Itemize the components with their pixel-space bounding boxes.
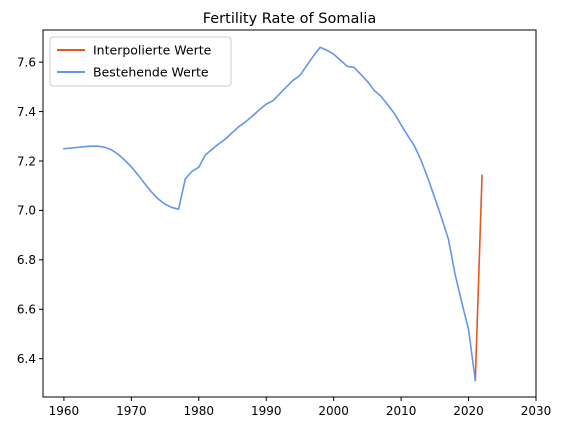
y-tick-label: 7.6	[17, 55, 36, 69]
y-tick-label: 7.4	[17, 105, 36, 119]
x-tick-label: 1960	[49, 404, 80, 418]
series-line-existing	[63, 46, 477, 382]
series-line-interpolated	[474, 174, 483, 382]
y-tick-label: 6.4	[17, 352, 36, 366]
x-tick-label: 2030	[521, 404, 552, 418]
legend-box	[49, 36, 232, 87]
y-tick-label: 6.8	[17, 253, 36, 267]
x-tick-label: 2000	[318, 404, 349, 418]
plot-frame	[42, 29, 537, 398]
legend-label-interpolated: Interpolierte Werte	[93, 43, 212, 58]
plot-lines	[63, 46, 483, 382]
legend-label-existing: Bestehende Werte	[93, 65, 209, 80]
x-tick-label: 1970	[116, 404, 147, 418]
legend: Interpolierte Werte Bestehende Werte	[49, 36, 232, 87]
x-tick-label: 2010	[386, 404, 417, 418]
x-tick-label: 1980	[184, 404, 215, 418]
y-tick-label: 6.6	[17, 303, 36, 317]
x-tick-label: 2020	[453, 404, 484, 418]
chart-title: Fertility Rate of Somalia	[203, 11, 377, 27]
x-axis: 1960 1970 1980 1990 2000 2010 2020 2030	[49, 397, 552, 418]
y-tick-label: 7.0	[17, 204, 36, 218]
y-tick-label: 7.2	[17, 154, 36, 168]
x-tick-label: 1990	[251, 404, 282, 418]
y-axis: 6.4 6.6 6.8 7.0 7.2 7.4 7.6	[17, 55, 43, 366]
